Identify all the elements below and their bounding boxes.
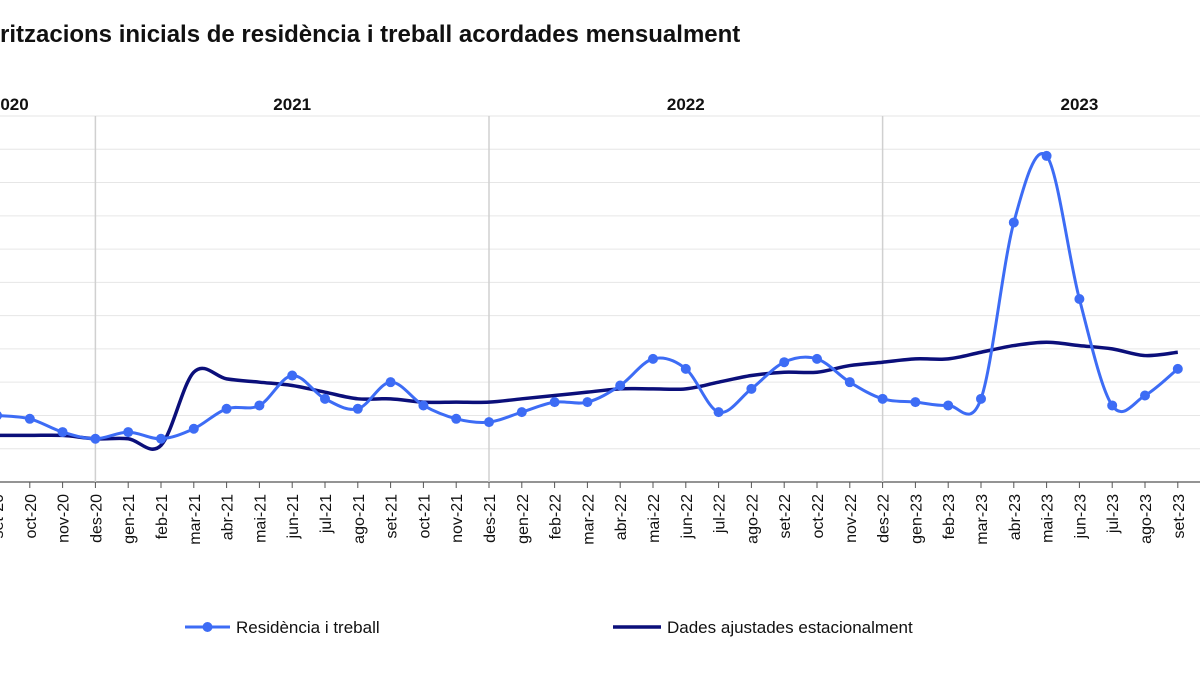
data-point (680, 363, 691, 374)
x-tick-label: nov-22 (843, 494, 860, 543)
x-tick-label: mar-22 (580, 494, 597, 545)
data-point (221, 403, 232, 414)
data-point (418, 400, 429, 411)
data-point (1107, 400, 1118, 411)
year-label: 2022 (667, 95, 705, 114)
x-tick-label: des-22 (876, 494, 893, 543)
x-tick-label: oct-21 (416, 494, 433, 539)
data-point (779, 357, 790, 368)
data-point (451, 413, 462, 424)
x-tick-label: ago-22 (744, 494, 761, 544)
data-point (516, 407, 527, 418)
x-tick-label: set-20 (0, 494, 7, 539)
data-point (1140, 390, 1150, 401)
x-tick-label: des-21 (482, 494, 499, 543)
data-point (188, 423, 199, 434)
data-point (648, 353, 658, 364)
x-tick-label: feb-23 (941, 494, 958, 539)
data-point (123, 427, 134, 438)
x-tick-label: abr-23 (1007, 494, 1024, 540)
data-point (90, 433, 101, 444)
x-tick-label: oct-20 (23, 494, 40, 539)
x-tick-label: set-21 (384, 494, 401, 539)
data-point (320, 393, 330, 404)
legend: Residència i treball Dades ajustades esta… (185, 618, 913, 637)
series-line (0, 152, 1179, 441)
data-point (877, 393, 888, 404)
data-point (1172, 363, 1183, 374)
data-point (484, 417, 494, 428)
x-tick-label: gen-21 (121, 494, 138, 544)
data-point (549, 397, 560, 408)
x-tick-label: nov-21 (449, 494, 466, 543)
data-point (1074, 294, 1085, 304)
x-tick-label: mar-23 (974, 494, 991, 545)
data-point (254, 400, 265, 411)
x-tick-label: mai-21 (252, 494, 269, 543)
data-point (24, 413, 35, 424)
data-point (352, 403, 363, 414)
x-tick-label: ago-23 (1138, 494, 1155, 544)
x-tick-label: mai-22 (646, 494, 663, 543)
legend-label: Dades ajustades estacionalment (667, 618, 913, 637)
legend-label: Residència i treball (236, 618, 380, 637)
x-tick-label: oct-22 (810, 494, 827, 539)
year-label: 2023 (1060, 95, 1098, 114)
data-point (385, 377, 396, 388)
chart-title: ritzacions inicials de residència i treb… (0, 21, 740, 48)
data-point (57, 427, 68, 438)
x-tick-label: abr-21 (220, 494, 237, 540)
x-tick-label: mai-23 (1040, 494, 1057, 543)
data-point (844, 377, 855, 388)
legend-marker (202, 622, 213, 632)
x-tick-label: set-22 (777, 494, 794, 539)
data-point (1041, 150, 1052, 161)
x-tick-label: jun-21 (285, 494, 302, 540)
data-point (976, 393, 986, 404)
data-point (1008, 217, 1019, 228)
x-tick-label: jun-23 (1072, 494, 1089, 540)
data-point (287, 370, 298, 381)
data-point (812, 353, 822, 364)
x-tick-label: jun-22 (679, 494, 696, 540)
year-label: 2021 (273, 95, 311, 114)
x-tick-label: jul-22 (712, 494, 729, 534)
data-point (943, 400, 954, 411)
series-line (0, 340, 1179, 451)
data-point (615, 380, 626, 391)
x-tick-label: des-20 (88, 494, 105, 543)
x-tick-label: feb-22 (548, 494, 565, 539)
x-tick-label: feb-21 (154, 494, 171, 539)
x-tick-label: mar-21 (187, 494, 204, 545)
x-tick-label: jul-21 (318, 494, 335, 534)
x-tick-label: set-23 (1171, 494, 1188, 539)
x-tick-label: ago-21 (351, 494, 368, 544)
data-point (746, 383, 757, 394)
x-tick-label: nov-20 (56, 494, 73, 543)
data-point (910, 397, 921, 408)
x-tick-label: gen-23 (908, 494, 925, 544)
x-tick-label: abr-22 (613, 494, 630, 540)
x-tick-label: gen-22 (515, 494, 532, 544)
data-point (582, 397, 593, 408)
data-point (0, 411, 2, 420)
data-point (156, 433, 166, 444)
x-tick-label: jul-23 (1105, 494, 1122, 534)
data-point (713, 407, 724, 418)
